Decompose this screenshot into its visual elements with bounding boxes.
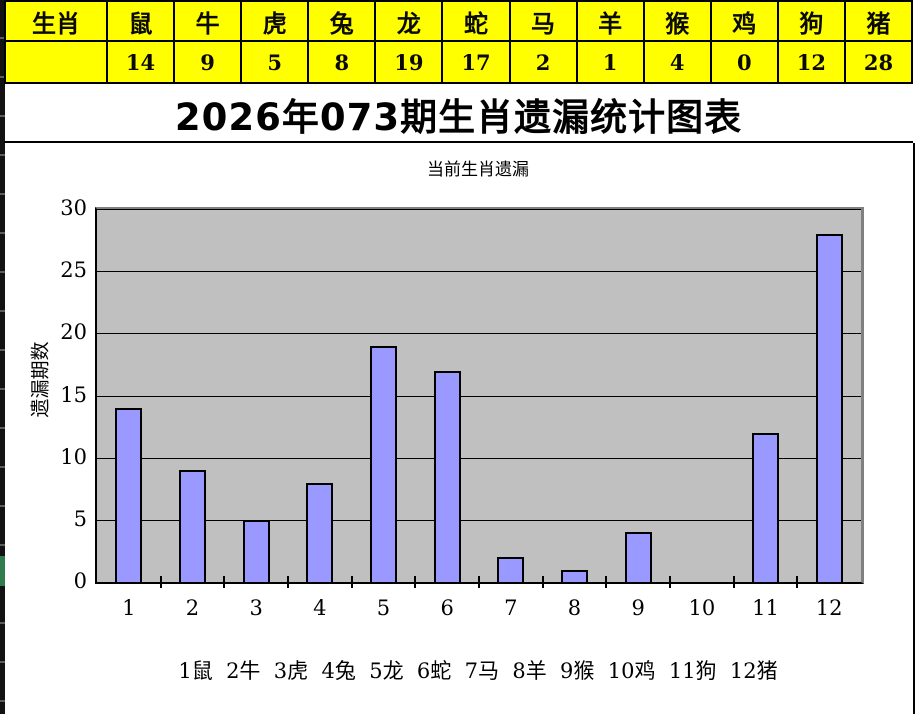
zodiac-name-cell[interactable]: 兔 <box>308 1 376 41</box>
category-boundary-tick <box>669 576 671 588</box>
x-tick-label: 9 <box>631 596 645 620</box>
zodiac-value-cell[interactable]: 28 <box>844 41 912 83</box>
zodiac-value-cell[interactable]: 0 <box>710 41 778 83</box>
bar[interactable] <box>179 470 206 582</box>
title-bar: 2026年073期生肖遗漏统计图表 <box>4 86 913 143</box>
gridline <box>97 395 861 397</box>
category-boundary-tick <box>287 576 289 588</box>
zodiac-name-cell[interactable]: 牛 <box>174 1 242 41</box>
category-boundary-tick <box>350 576 353 588</box>
x-tick-label: 3 <box>249 596 263 620</box>
bar[interactable] <box>752 432 779 582</box>
zodiac-value-cell[interactable]: 1 <box>576 41 644 83</box>
zodiac-value-cell[interactable]: 8 <box>308 41 376 83</box>
category-boundary-tick <box>605 576 608 588</box>
bar[interactable] <box>815 233 843 582</box>
zodiac-value-cell[interactable]: 2 <box>509 41 577 83</box>
category-boundary-tick <box>223 576 226 588</box>
bar[interactable] <box>306 482 334 582</box>
x-tick-label: 7 <box>504 596 518 620</box>
left-edge-marker <box>0 556 5 586</box>
page-title: 2026年073期生肖遗漏统计图表 <box>174 95 743 139</box>
x-tick-label: 4 <box>313 596 327 620</box>
y-tick-label: 30 <box>60 196 87 220</box>
bar[interactable] <box>115 407 143 582</box>
zodiac-name-cell[interactable]: 猪 <box>844 1 912 41</box>
y-tick-label: 5 <box>73 506 87 531</box>
zodiac-name-cell[interactable]: 羊 <box>576 1 644 41</box>
bar[interactable] <box>433 370 461 582</box>
zodiac-table: 生肖鼠牛虎兔龙蛇马羊猴鸡狗猪 14 9 5 8 19 17 2 1 4 0 12 28 <box>4 0 913 84</box>
bar[interactable] <box>561 569 588 582</box>
zodiac-name-cell[interactable]: 虎 <box>241 1 309 41</box>
gridline <box>97 209 861 210</box>
zodiac-name-cell[interactable]: 猴 <box>643 1 711 41</box>
bar[interactable] <box>242 519 270 582</box>
gridline <box>97 519 861 521</box>
bar[interactable] <box>624 532 652 582</box>
category-boundary-tick <box>732 576 735 588</box>
chart-title: 当前生肖遗漏 <box>427 160 529 180</box>
y-tick-label: 20 <box>60 320 87 345</box>
zodiac-name-cell[interactable]: 狗 <box>777 1 845 41</box>
category-boundary-tick <box>478 576 480 588</box>
gridline <box>97 271 861 273</box>
bar[interactable] <box>497 557 525 582</box>
omission-chart[interactable]: 当前生肖遗漏 遗漏期数 0 5 10 15 20 25 30 1 2 3 4 5 6 7 8 9 10 11 12 … <box>5 143 915 714</box>
x-tick-label: 2 <box>185 596 200 620</box>
x-tick-label: 8 <box>567 596 582 620</box>
x-tick-label: 10 <box>688 596 716 620</box>
y-tick-label: 25 <box>60 258 87 283</box>
zodiac-value-cell[interactable]: 19 <box>375 41 443 83</box>
zodiac-value-cell[interactable]: 9 <box>174 41 242 83</box>
zodiac-value-cell[interactable]: 17 <box>442 41 510 83</box>
gridline <box>97 333 861 335</box>
y-tick-label: 10 <box>60 444 87 469</box>
zodiac-table-grid: 生肖鼠牛虎兔龙蛇马羊猴鸡狗猪 14 9 5 8 19 17 2 1 4 0 12 28 <box>4 0 913 84</box>
category-boundary-tick <box>541 576 544 588</box>
plot-area: 0 5 10 15 20 25 30 1 2 3 4 5 6 7 8 9 10 11 12 <box>60 196 864 620</box>
x-tick-label: 12 <box>815 596 843 620</box>
y-tick-label: 15 <box>60 382 87 407</box>
zodiac-name-cell[interactable]: 鼠 <box>107 1 175 41</box>
zodiac-header-cell[interactable]: 生肖 <box>5 1 107 41</box>
zodiac-value-cell[interactable]: 4 <box>643 41 711 83</box>
zodiac-value-cell[interactable]: 14 <box>107 41 175 83</box>
window-left-edge <box>0 0 5 714</box>
x-tick-label: 5 <box>376 596 391 620</box>
x-tick-label: 1 <box>122 596 136 620</box>
zodiac-empty-cell[interactable] <box>5 41 107 83</box>
x-tick-label: 11 <box>752 596 779 620</box>
category-boundary-tick <box>414 576 417 588</box>
gridline <box>97 457 861 459</box>
zodiac-name-cell[interactable]: 马 <box>509 1 577 41</box>
category-boundary-tick <box>159 576 162 588</box>
x-tick-label: 6 <box>440 596 454 620</box>
chart-caption: 1鼠 2牛 3虎 4兔 5龙 6蛇 7马 8羊 9猴 10鸡 11狗 12猪 <box>178 659 778 683</box>
zodiac-name-cell[interactable]: 龙 <box>375 1 443 41</box>
zodiac-value-cell[interactable]: 5 <box>241 41 309 83</box>
zodiac-value-cell[interactable]: 12 <box>777 41 845 83</box>
zodiac-name-cell[interactable]: 鸡 <box>710 1 778 41</box>
category-boundary-tick <box>796 576 799 588</box>
y-tick-label: 0 <box>73 569 87 593</box>
bar[interactable] <box>370 345 397 582</box>
zodiac-name-cell[interactable]: 蛇 <box>442 1 510 41</box>
